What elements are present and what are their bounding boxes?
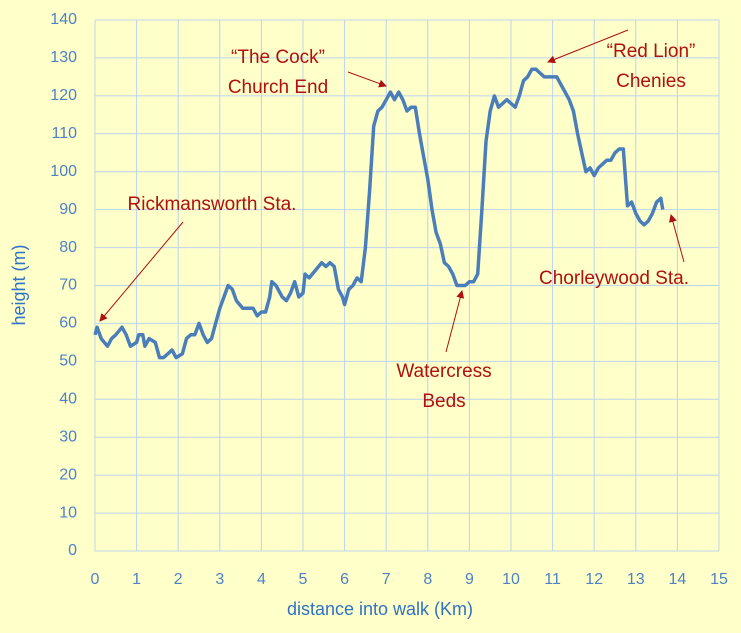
y-tick-label: 80 (59, 239, 77, 256)
x-tick-label: 0 (91, 571, 100, 588)
y-tick-label: 10 (59, 504, 77, 521)
y-tick-label: 70 (59, 277, 77, 294)
arrow (547, 29, 629, 64)
x-tick-label: 1 (132, 571, 141, 588)
x-tick-label: 6 (340, 571, 349, 588)
x-axis-title: distance into walk (Km) (287, 599, 473, 619)
annotation: Beds (422, 391, 465, 412)
x-tick-label: 3 (215, 571, 224, 588)
y-tick-label: 60 (59, 315, 77, 332)
arrow (347, 71, 387, 88)
x-tick-label: 8 (423, 571, 432, 588)
annotation: “Red Lion” (607, 41, 696, 62)
x-tick-label: 14 (669, 571, 687, 588)
y-axis-title: height (m) (9, 244, 29, 325)
annotation: Church End (228, 77, 328, 98)
y-tick-label: 130 (50, 49, 77, 66)
arrows (99, 29, 685, 353)
line (93, 67, 665, 360)
y-tick-label: 90 (59, 201, 77, 218)
y-tick-label: 140 (50, 11, 77, 28)
arrow (99, 221, 184, 322)
x-tick-label: 15 (710, 571, 728, 588)
y-tick-label: 50 (59, 353, 77, 370)
y-tick-label: 40 (59, 391, 77, 408)
y-tick-label: 0 (68, 542, 77, 559)
x-tick-label: 13 (627, 571, 645, 588)
x-tick-label: 11 (544, 571, 561, 588)
annotation: “The Cock” (231, 47, 325, 68)
annotation: Chenies (616, 71, 686, 92)
arrow (669, 214, 685, 263)
x-tick-label: 2 (174, 571, 183, 588)
x-tick-label: 4 (257, 571, 266, 588)
arrow (445, 290, 465, 353)
y-tick-label: 100 (50, 163, 77, 180)
x-tick-label: 7 (382, 571, 391, 588)
x-tick-label: 5 (299, 571, 308, 588)
x-tick-label: 9 (465, 571, 474, 588)
x-tick-label: 12 (585, 571, 603, 588)
x-tick-label: 10 (502, 571, 520, 588)
annotation: Chorleywood Sta. (539, 268, 689, 289)
y-tick-label: 20 (59, 466, 77, 483)
annotation: Rickmansworth Sta. (128, 194, 297, 215)
y-tick-label: 110 (51, 125, 77, 142)
annotation: Watercress (396, 361, 491, 382)
y-tick-label: 30 (59, 428, 77, 445)
grid (94, 19, 720, 552)
y-tick-label: 120 (50, 87, 77, 104)
